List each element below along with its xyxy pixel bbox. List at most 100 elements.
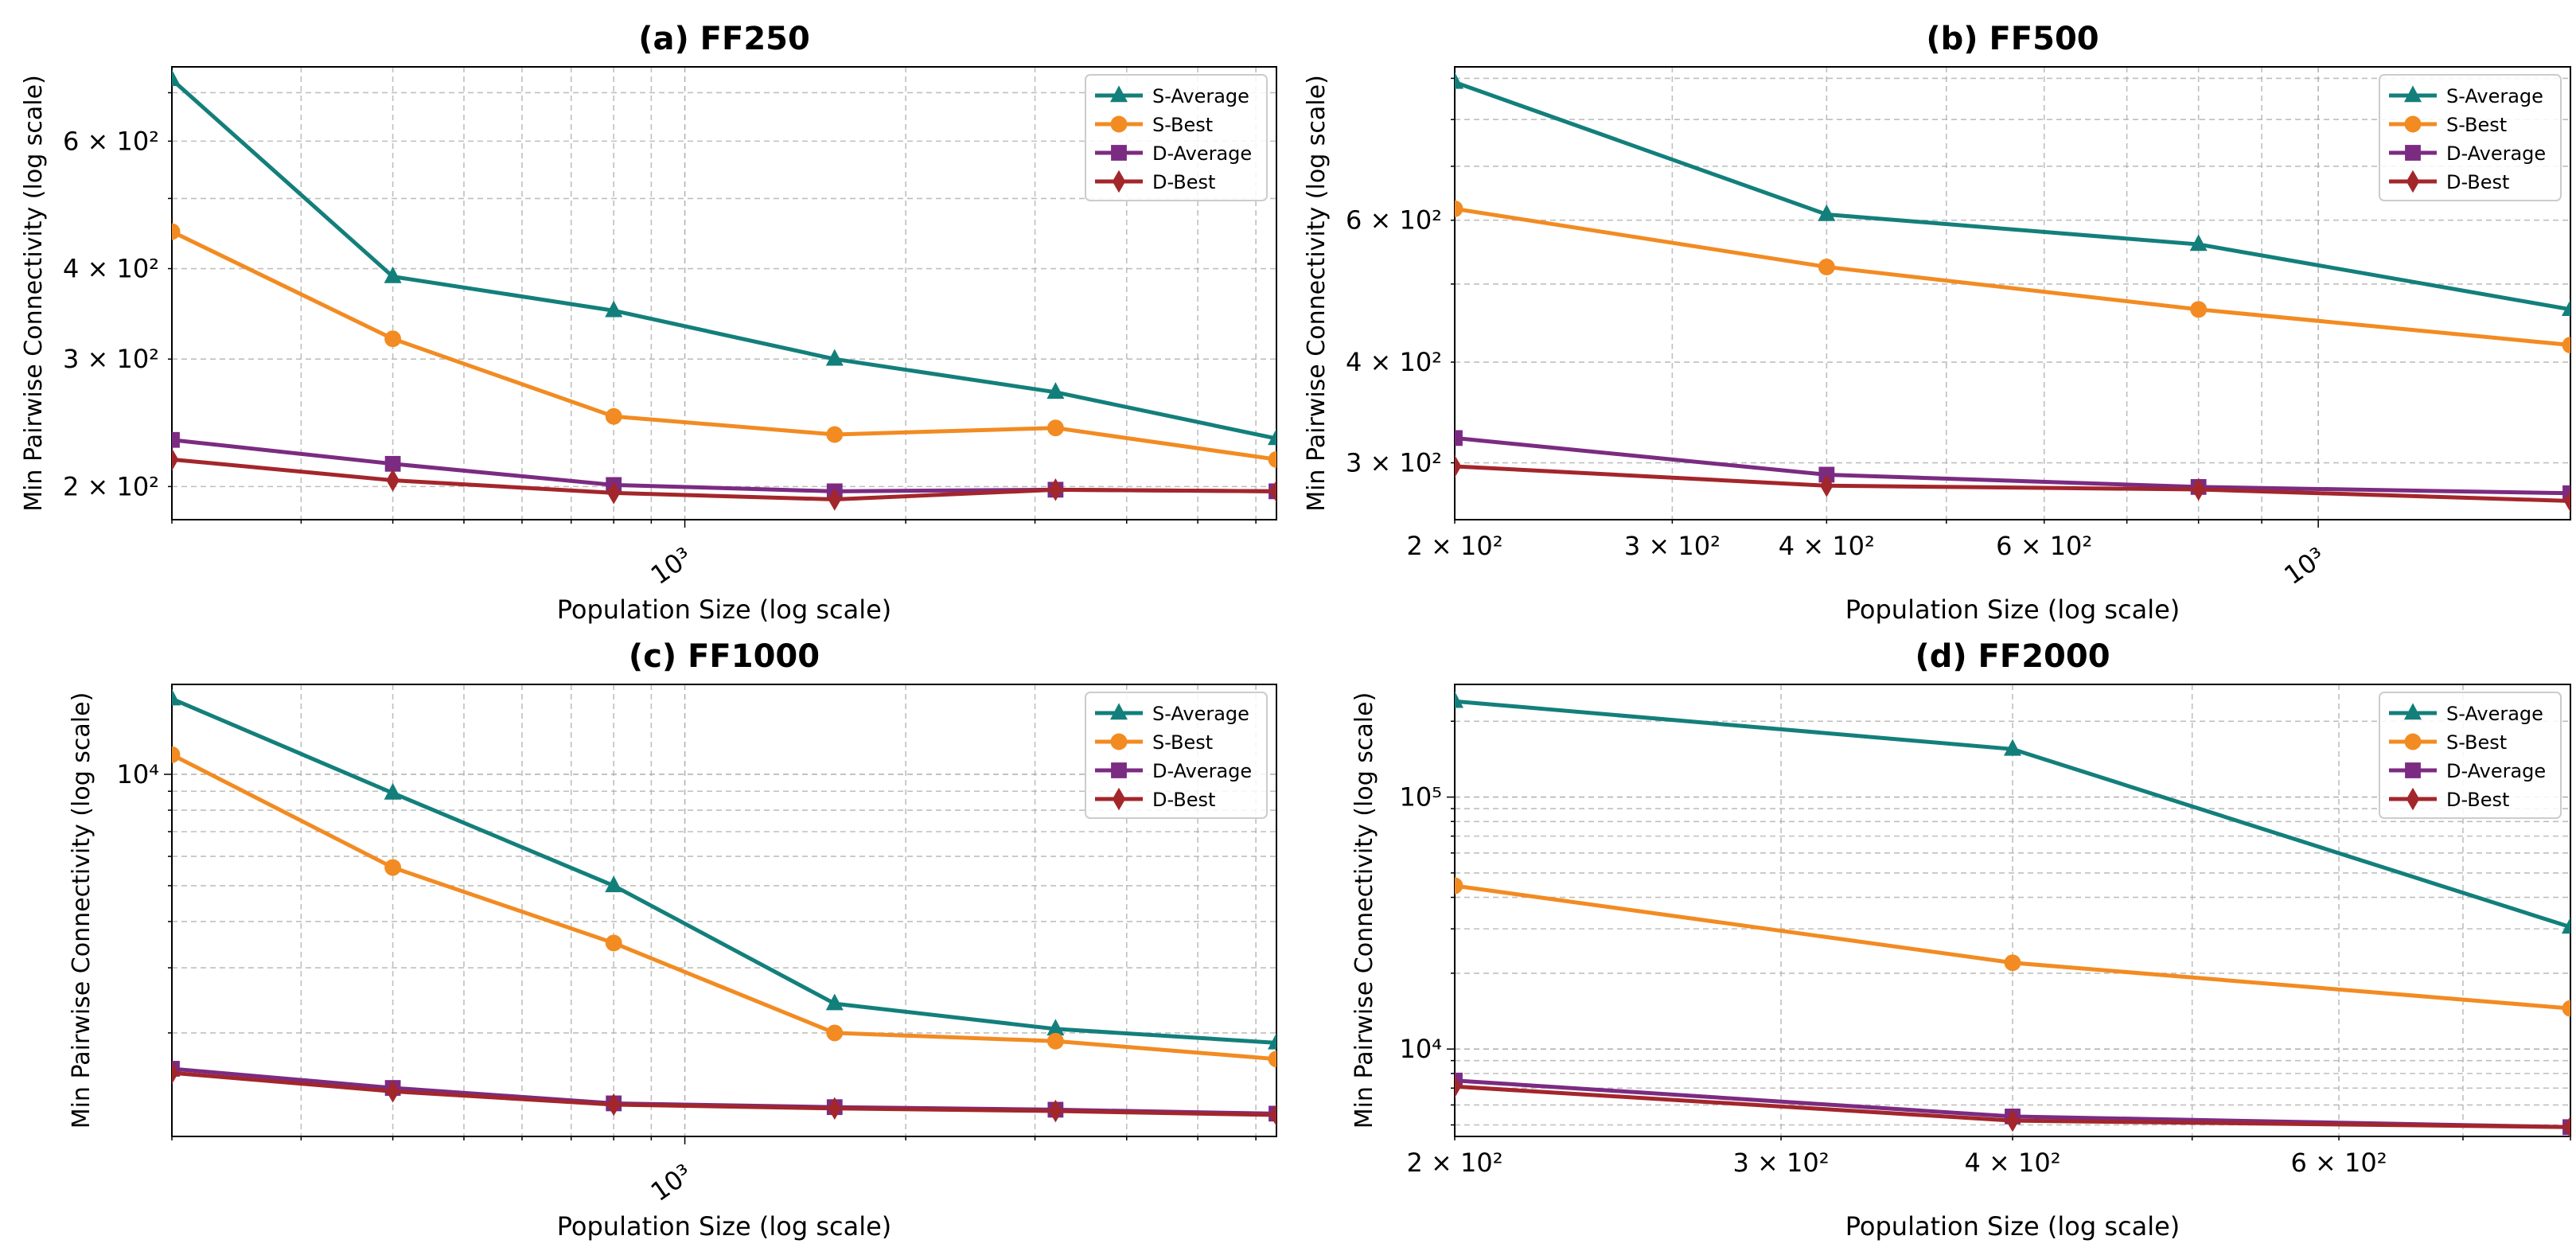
data-point <box>1455 1074 1462 1098</box>
x-axis-label: Population Size (log scale) <box>1845 594 2180 625</box>
y-tick-label: 6 × 10² <box>63 126 159 156</box>
x-axis-label: Population Size (log scale) <box>1845 1211 2180 1241</box>
data-point <box>384 859 402 876</box>
x-tick-label: 6 × 10² <box>1996 531 2092 561</box>
y-axis-label: Min Pairwise Connectivity (log scale) <box>68 692 95 1129</box>
data-point <box>825 349 844 366</box>
legend-marker <box>2405 762 2421 778</box>
legend: S-Average S-Best D-Average D-Best <box>2379 692 2562 819</box>
data-point <box>386 1080 399 1103</box>
data-point <box>2562 485 2570 501</box>
y-axis-label: Min Pairwise Connectivity (log scale) <box>1350 692 1378 1129</box>
series-s-average <box>1455 691 2570 934</box>
series-line <box>172 78 1276 441</box>
legend-label: D-Best <box>1152 171 1215 193</box>
series-line <box>1455 80 2570 312</box>
data-point <box>2563 489 2570 513</box>
data-point <box>2562 337 2570 354</box>
series-s-best <box>172 746 1276 1068</box>
y-tick-label: 4 × 10² <box>63 254 159 284</box>
legend-marker <box>1110 115 1128 133</box>
legend-marker <box>2406 170 2420 193</box>
series-d-best <box>1455 454 2570 513</box>
data-point <box>384 455 401 472</box>
data-point <box>1455 72 1463 89</box>
legend-marker <box>1111 145 1127 161</box>
data-point <box>1818 204 1836 221</box>
x-axis-label: Population Size (log scale) <box>557 594 892 625</box>
legend-marker <box>2405 145 2421 161</box>
data-point <box>1268 428 1276 446</box>
legend-marker <box>1110 733 1128 750</box>
y-axis-label: Min Pairwise Connectivity (log scale) <box>1303 75 1331 512</box>
series-d-best <box>172 1061 1276 1127</box>
legend-label: S-Best <box>2446 731 2507 754</box>
legend-label: S-Best <box>1152 731 1213 754</box>
legend-label: D-Average <box>2446 142 2546 165</box>
data-point <box>2189 234 2208 251</box>
data-point <box>1818 258 1835 275</box>
y-tick-label: 2 × 10² <box>63 471 159 501</box>
data-point <box>2192 477 2205 501</box>
series-d-best <box>172 448 1276 511</box>
data-point <box>172 431 180 448</box>
legend-marker <box>1110 703 1128 720</box>
data-point <box>1269 1103 1276 1127</box>
data-point <box>2562 299 2570 317</box>
y-tick-label: 10⁴ <box>116 759 159 789</box>
data-point <box>1046 419 1064 437</box>
plot-frame <box>171 66 1277 520</box>
data-point <box>1046 1019 1065 1036</box>
x-tick-label: 6 × 10² <box>2291 1148 2387 1178</box>
data-point <box>2004 954 2021 972</box>
chart-title: (d) FF2000 <box>1915 638 2110 675</box>
data-point <box>2004 739 2021 756</box>
legend-label: D-Average <box>1152 760 1252 782</box>
legend-box <box>1085 692 1268 819</box>
series-s-average <box>172 69 1276 446</box>
data-point <box>1268 450 1276 468</box>
data-point <box>2005 1109 2020 1132</box>
legend-marker <box>2404 703 2422 720</box>
legend-marker <box>1112 170 1126 193</box>
data-point <box>1049 1099 1062 1123</box>
data-point <box>826 1024 844 1042</box>
legend-marker <box>2404 733 2422 750</box>
chart-title: (b) FF500 <box>1926 21 2099 57</box>
x-axis-label: Population Size (log scale) <box>557 1211 892 1241</box>
chart-panel-1: 10³ 2 × 10² 3 × 10² 4 × 10² 6 × 10² (a) FF250… <box>20 21 1277 625</box>
data-point <box>828 488 842 511</box>
legend: S-Average S-Best D-Average D-Best <box>1085 74 1268 201</box>
legend-label: D-Average <box>1152 142 1252 165</box>
series-s-best <box>1455 877 2570 1017</box>
chart-title: (a) FF250 <box>638 21 810 57</box>
data-point <box>605 407 622 425</box>
data-point <box>172 1061 179 1085</box>
data-point <box>1046 1032 1064 1050</box>
data-point <box>1455 877 1463 895</box>
data-point <box>826 426 844 443</box>
x-tick-label: 10³ <box>645 541 698 591</box>
series-s-best <box>1455 200 2570 354</box>
legend-box <box>2379 692 2562 819</box>
series-s-average <box>172 688 1276 1050</box>
y-tick-label: 4 × 10² <box>1346 347 1442 377</box>
x-tick-label: 2 × 10² <box>1406 1148 1502 1178</box>
data-point <box>384 330 402 348</box>
series-line <box>172 457 1276 502</box>
data-point <box>1268 1032 1276 1050</box>
series-line <box>1455 435 2570 496</box>
data-point <box>172 688 181 706</box>
series-line <box>172 1070 1276 1117</box>
legend-marker <box>1112 787 1126 811</box>
data-point <box>1455 1072 1463 1089</box>
data-point <box>384 266 402 283</box>
legend-label: D-Best <box>2446 789 2509 811</box>
legend-marker <box>2406 787 2420 811</box>
legend: S-Average S-Best D-Average D-Best <box>1085 692 1268 819</box>
legend-label: D-Best <box>2446 171 2509 193</box>
legend-marker <box>1110 85 1128 103</box>
legend-label: S-Average <box>1152 85 1249 107</box>
x-tick-label: 2 × 10² <box>1406 531 1502 561</box>
